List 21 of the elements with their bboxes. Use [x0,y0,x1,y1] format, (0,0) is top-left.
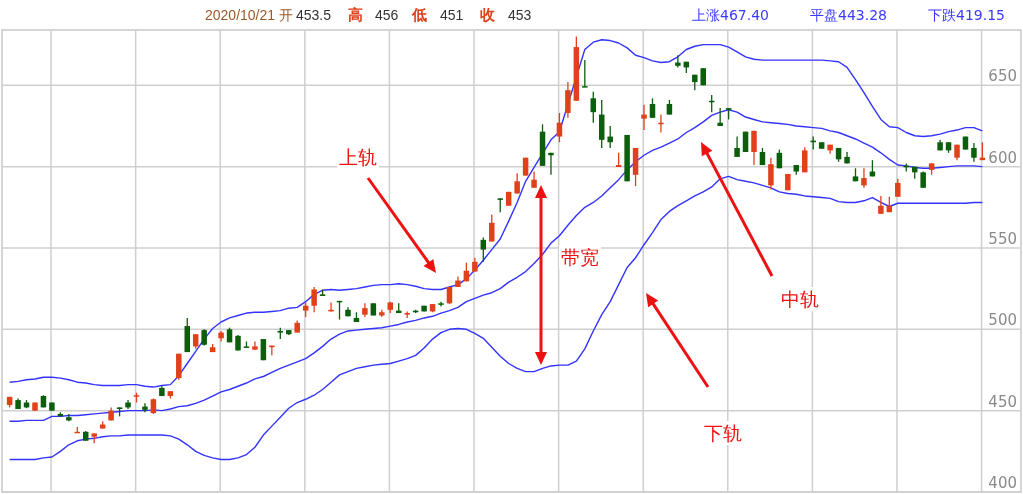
annotation: 下轨 [704,422,742,444]
text: 收 [480,6,496,24]
text: 平盘443.28 [810,7,887,23]
annotation: 带宽 [561,246,599,268]
y-tick-label: 500 [988,311,1017,330]
text: 高 [348,6,363,24]
annotation: 上轨 [339,146,377,168]
y-tick-label: 450 [988,392,1017,411]
text: 456 [375,7,399,23]
annotation: 中轨 [781,288,819,310]
y-tick-label: 650 [988,67,1017,86]
text: 低 [411,6,427,24]
text: 451 [440,7,464,23]
text: 2020/10/21 开 [205,7,293,23]
y-tick-label: 400 [988,474,1017,492]
text: 453.5 [296,7,332,23]
text: 453 [508,7,532,23]
y-tick-label: 550 [988,229,1017,248]
y-tick-label: 600 [988,148,1017,167]
text: 上涨467.40 [692,7,769,23]
text: 下跌419.15 [928,7,1005,23]
